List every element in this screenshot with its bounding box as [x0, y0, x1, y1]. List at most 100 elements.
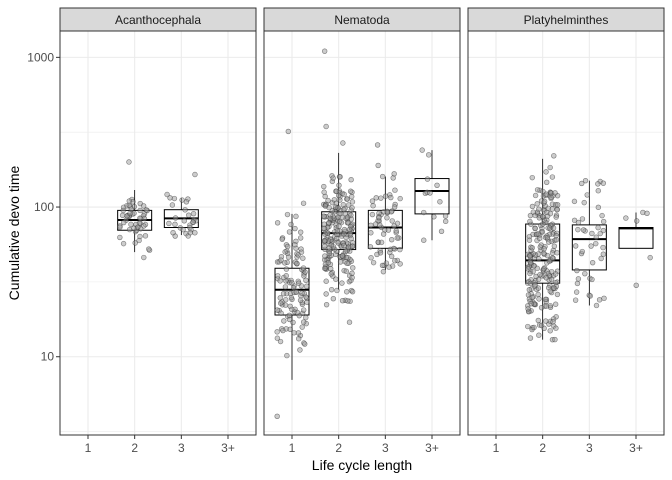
data-point [553, 232, 559, 239]
data-point [527, 280, 534, 287]
box-2 [321, 48, 357, 325]
data-point [333, 188, 340, 194]
data-point [391, 204, 398, 210]
data-point [293, 289, 299, 295]
data-point [345, 298, 351, 304]
data-point [526, 237, 533, 243]
data-point [544, 234, 550, 241]
data-point [326, 245, 332, 251]
data-point [302, 341, 308, 347]
data-point [384, 209, 391, 215]
data-point [547, 328, 553, 334]
data-point [599, 212, 605, 219]
data-point [572, 243, 579, 249]
data-point [346, 226, 353, 233]
data-point [120, 240, 127, 247]
data-point [300, 255, 306, 261]
x-tick-label: 2 [131, 441, 138, 455]
data-point [541, 198, 548, 205]
data-point [543, 303, 550, 309]
data-point [287, 326, 293, 333]
data-point [438, 228, 445, 235]
data-point [574, 280, 581, 287]
data-point [593, 234, 599, 240]
data-point [335, 240, 341, 246]
data-point [342, 248, 349, 255]
data-point [274, 220, 281, 226]
data-point [379, 262, 386, 269]
data-point [383, 260, 390, 266]
box-3+ [414, 147, 450, 243]
data-point [372, 221, 379, 227]
data-point [278, 310, 284, 316]
data-point [348, 176, 354, 183]
box-3 [163, 171, 199, 239]
data-point [551, 285, 557, 291]
data-point [394, 235, 400, 241]
data-point [549, 250, 556, 256]
data-point [582, 177, 589, 184]
data-point [554, 202, 561, 208]
data-point [281, 318, 287, 324]
data-point [328, 271, 334, 277]
data-point [552, 336, 558, 343]
data-point [341, 191, 347, 198]
data-point [277, 338, 284, 345]
data-point [548, 194, 554, 200]
data-point [344, 260, 350, 266]
data-point [283, 297, 289, 303]
x-tick-label: 3 [382, 441, 389, 455]
data-point [182, 207, 188, 213]
data-point [296, 280, 302, 286]
data-point [600, 251, 607, 257]
data-point [282, 284, 289, 290]
data-point [277, 278, 283, 284]
data-point [437, 199, 443, 205]
data-point [535, 291, 541, 298]
data-point [185, 212, 192, 218]
y-tick-label: 1000 [27, 50, 54, 64]
data-point [421, 237, 427, 243]
data-point [367, 244, 374, 250]
panel-border [263, 30, 461, 436]
data-point [527, 270, 533, 277]
data-point [330, 175, 336, 181]
data-point [286, 229, 293, 235]
data-point [368, 230, 374, 236]
data-point [171, 195, 178, 202]
data-point [127, 210, 133, 217]
data-point [337, 259, 344, 265]
data-point [126, 226, 133, 233]
data-point [392, 258, 398, 264]
data-point [340, 140, 346, 146]
data-point [539, 213, 546, 220]
data-point [341, 206, 347, 213]
data-point [387, 246, 394, 253]
data-point [117, 234, 123, 241]
data-point [337, 197, 343, 203]
data-point [288, 221, 294, 228]
data-point [328, 286, 335, 293]
data-point [589, 276, 595, 283]
data-point [548, 276, 555, 282]
data-point [369, 198, 376, 204]
data-point [536, 296, 542, 302]
data-point [303, 277, 309, 284]
panel-background [468, 31, 664, 435]
data-point [529, 203, 536, 210]
data-point [553, 214, 559, 220]
data-point [600, 244, 606, 251]
data-point [531, 324, 537, 331]
data-point [589, 259, 596, 266]
x-tick-label: 3 [586, 441, 593, 455]
data-point [291, 330, 297, 336]
data-point [142, 233, 149, 239]
data-point [303, 294, 309, 300]
data-point [554, 250, 560, 256]
data-point [535, 317, 542, 324]
data-point [434, 182, 440, 189]
data-point [192, 171, 198, 178]
data-point [290, 319, 296, 326]
